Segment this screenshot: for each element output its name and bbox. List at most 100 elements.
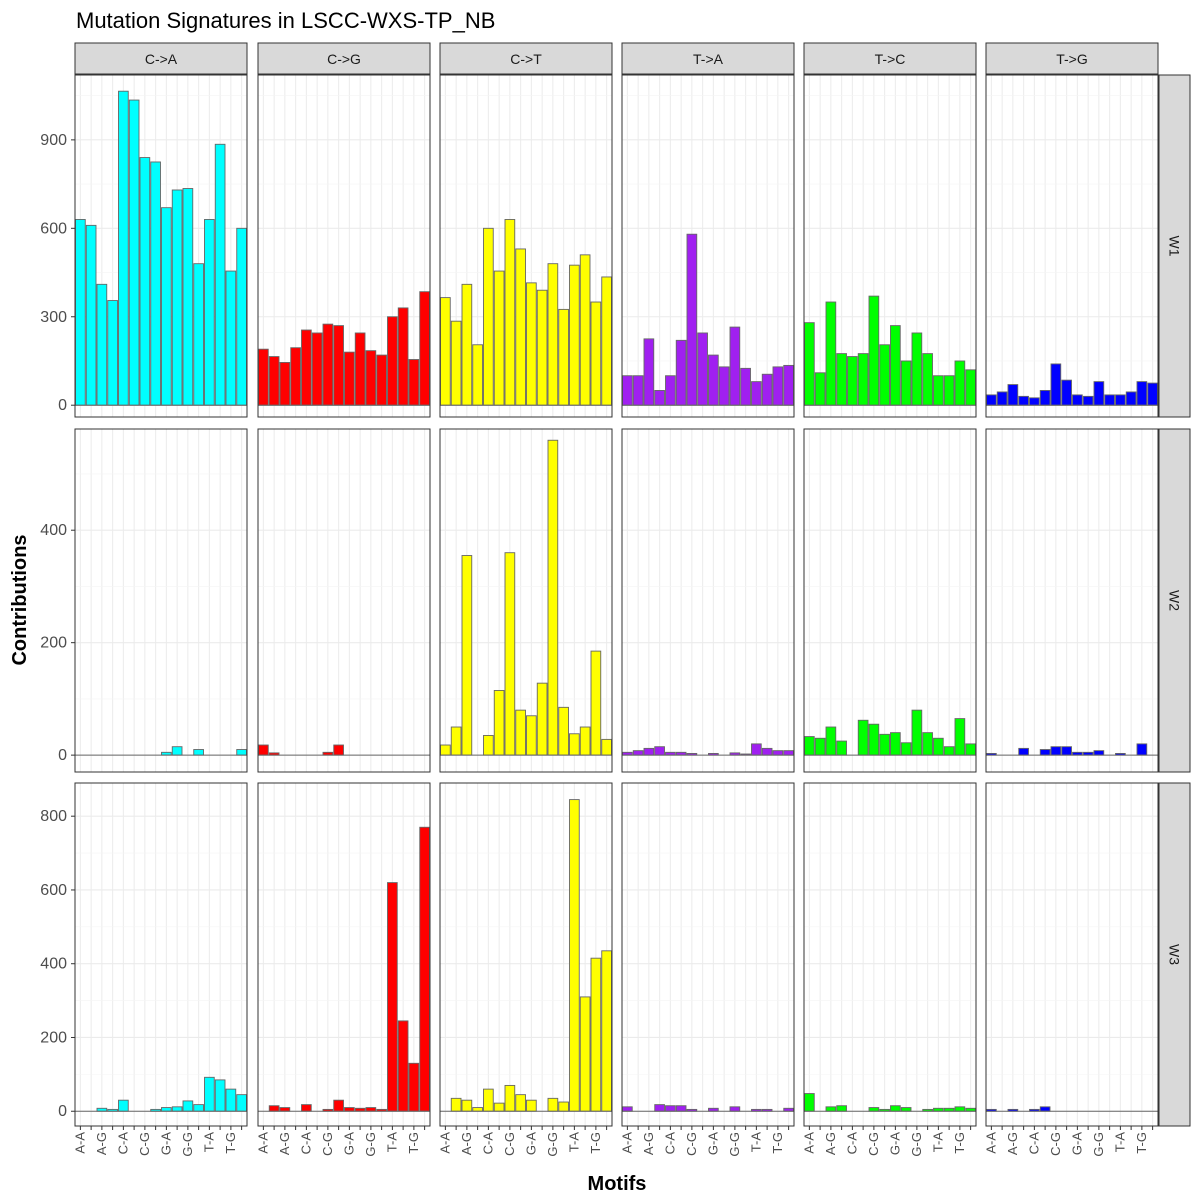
bar-w3-c-to-g-c-a bbox=[301, 1104, 312, 1112]
y-axis-title: Contributions bbox=[9, 534, 31, 665]
bar-w3-c-to-g-a-c bbox=[268, 1105, 280, 1112]
motif-label-t-to-c-c-a: C-A bbox=[844, 1132, 859, 1155]
bar-w2-c-to-t-g-g bbox=[547, 439, 559, 756]
bar-w2-t-to-c-a-c bbox=[814, 737, 826, 756]
y-tick-label-w3-200: 200 bbox=[40, 1029, 67, 1046]
bar-w1-t-to-g-a-t bbox=[1018, 395, 1029, 406]
motif-label-c-to-g-g-a: G-A bbox=[341, 1132, 356, 1155]
strip-label-c-to-t: C->T bbox=[510, 51, 542, 67]
bar-w3-c-to-a-g-t bbox=[193, 1104, 204, 1112]
bar-w3-c-to-t-g-g bbox=[547, 1097, 559, 1112]
bar-w1-c-to-a-t-c bbox=[214, 143, 226, 406]
bar-w1-c-to-t-t-c bbox=[579, 254, 591, 406]
bar-w1-t-to-a-a-t bbox=[654, 390, 665, 406]
bar-w1-t-to-c-g-g bbox=[911, 332, 923, 406]
bar-w1-c-to-t-c-c bbox=[493, 270, 505, 406]
bar-w3-c-to-t-a-c bbox=[450, 1097, 462, 1112]
bar-w1-t-to-c-g-t bbox=[922, 353, 933, 406]
motif-label-t-to-g-t-a: T-A bbox=[1112, 1132, 1127, 1153]
panel-border bbox=[985, 428, 1159, 773]
bar-w1-c-to-a-t-t bbox=[236, 227, 247, 406]
bar-w3-c-to-g-g-a bbox=[344, 1107, 355, 1112]
bar-w1-t-to-a-t-g bbox=[772, 366, 784, 406]
panel-w1-t-to-g bbox=[985, 74, 1159, 418]
bar-w2-t-to-g-c-c bbox=[1039, 749, 1051, 756]
bar-w3-c-to-t-t-a bbox=[569, 799, 580, 1112]
bar-w1-c-to-g-g-g bbox=[365, 350, 377, 406]
bar-w1-c-to-t-a-a bbox=[440, 297, 451, 406]
panel-background bbox=[986, 429, 1158, 772]
bar-w1-c-to-g-t-c bbox=[397, 307, 409, 406]
bar-w1-t-to-a-c-g bbox=[686, 233, 698, 406]
bar-w2-t-to-a-a-g bbox=[643, 747, 655, 756]
bar-w3-c-to-a-c-a bbox=[118, 1099, 129, 1112]
motif-label-t-to-g-a-g: A-G bbox=[1005, 1132, 1020, 1155]
panel-border bbox=[803, 428, 977, 773]
panel-w2-t-to-c bbox=[803, 428, 977, 773]
panel-border bbox=[621, 74, 795, 418]
strip-label-t-to-g: T->G bbox=[1056, 51, 1088, 67]
bar-w1-t-to-a-g-t bbox=[740, 367, 751, 406]
bar-w2-t-to-c-a-g bbox=[825, 726, 837, 756]
bar-w2-c-to-t-g-t bbox=[558, 706, 569, 756]
bar-w1-t-to-g-g-g bbox=[1093, 381, 1105, 406]
bar-w1-c-to-a-a-c bbox=[85, 224, 97, 406]
bar-w3-c-to-g-t-a bbox=[387, 882, 398, 1112]
panel-background bbox=[75, 429, 247, 772]
bar-w1-t-to-a-t-a bbox=[751, 381, 762, 406]
bar-w3-c-to-g-g-g bbox=[365, 1107, 377, 1112]
bar-w2-c-to-t-g-c bbox=[536, 682, 548, 756]
bar-w2-t-to-c-t-g bbox=[954, 718, 966, 756]
bar-w1-t-to-a-a-g bbox=[643, 338, 655, 406]
bar-w1-c-to-g-a-a bbox=[258, 348, 269, 406]
bar-w1-t-to-g-c-a bbox=[1029, 397, 1040, 406]
bar-w3-c-to-t-t-c bbox=[579, 996, 591, 1112]
bar-w2-c-to-t-t-a bbox=[569, 733, 580, 756]
motif-label-t-to-c-g-g: G-G bbox=[909, 1132, 924, 1157]
motif-label-c-to-g-t-g: T-G bbox=[406, 1132, 421, 1154]
bar-w2-t-to-a-a-t bbox=[654, 746, 665, 756]
bar-w2-c-to-a-t-t bbox=[236, 749, 247, 756]
motif-label-c-to-a-c-a: C-A bbox=[115, 1132, 130, 1155]
bar-w1-t-to-c-t-a bbox=[933, 375, 944, 406]
bar-w1-t-to-g-t-t bbox=[1147, 382, 1158, 406]
panel-w1-c-to-a bbox=[74, 74, 248, 418]
bar-w3-t-to-a-a-a bbox=[622, 1106, 633, 1112]
bar-w1-c-to-a-t-a bbox=[204, 219, 215, 406]
bar-w3-t-to-c-g-a bbox=[890, 1105, 901, 1112]
bar-w1-c-to-g-a-t bbox=[290, 347, 301, 406]
bar-w1-c-to-t-g-g bbox=[547, 263, 559, 406]
bar-w3-c-to-g-c-t bbox=[333, 1099, 344, 1112]
bar-w3-t-to-c-a-g bbox=[825, 1106, 837, 1112]
bar-w1-t-to-g-g-a bbox=[1072, 394, 1083, 406]
strip-c-to-t bbox=[439, 42, 613, 75]
panel-border bbox=[621, 428, 795, 773]
strip-label-w3: W3 bbox=[1167, 944, 1183, 965]
bar-w3-c-to-t-c-g bbox=[504, 1084, 516, 1112]
bar-w2-c-to-a-g-t bbox=[193, 749, 204, 756]
bar-w1-c-to-g-g-a bbox=[344, 351, 355, 406]
strip-w3 bbox=[1158, 782, 1191, 1127]
motif-label-c-to-a-c-g: C-G bbox=[137, 1132, 152, 1156]
y-tick-label-w2-0: 0 bbox=[58, 747, 67, 764]
y-tick-label-w1-600: 600 bbox=[40, 220, 67, 237]
bar-w3-c-to-t-t-g bbox=[590, 957, 602, 1112]
bar-w1-t-to-a-g-a bbox=[708, 354, 719, 406]
bar-w1-c-to-t-c-g bbox=[504, 219, 516, 406]
panel-border bbox=[439, 782, 613, 1127]
bar-w2-t-to-c-t-t bbox=[965, 743, 976, 756]
bar-w1-c-to-t-g-c bbox=[536, 289, 548, 406]
motif-label-c-to-t-a-a: A-A bbox=[437, 1132, 452, 1154]
bar-w3-c-to-g-t-g bbox=[408, 1062, 420, 1112]
panel-border bbox=[439, 74, 613, 418]
bar-w1-t-to-g-c-g bbox=[1050, 363, 1062, 406]
bar-w1-c-to-g-t-a bbox=[387, 316, 398, 406]
bar-w2-t-to-c-t-c bbox=[943, 746, 955, 756]
motif-label-c-to-t-c-g: C-G bbox=[502, 1132, 517, 1156]
bar-w2-t-to-c-c-g bbox=[868, 723, 880, 756]
bar-w1-t-to-g-a-c bbox=[996, 391, 1008, 406]
motif-label-c-to-g-c-a: C-A bbox=[298, 1132, 313, 1155]
bar-w3-c-to-t-t-t bbox=[601, 950, 612, 1112]
bar-w3-t-to-a-c-c bbox=[675, 1105, 687, 1112]
x-axis-title: Motifs bbox=[588, 1173, 647, 1195]
